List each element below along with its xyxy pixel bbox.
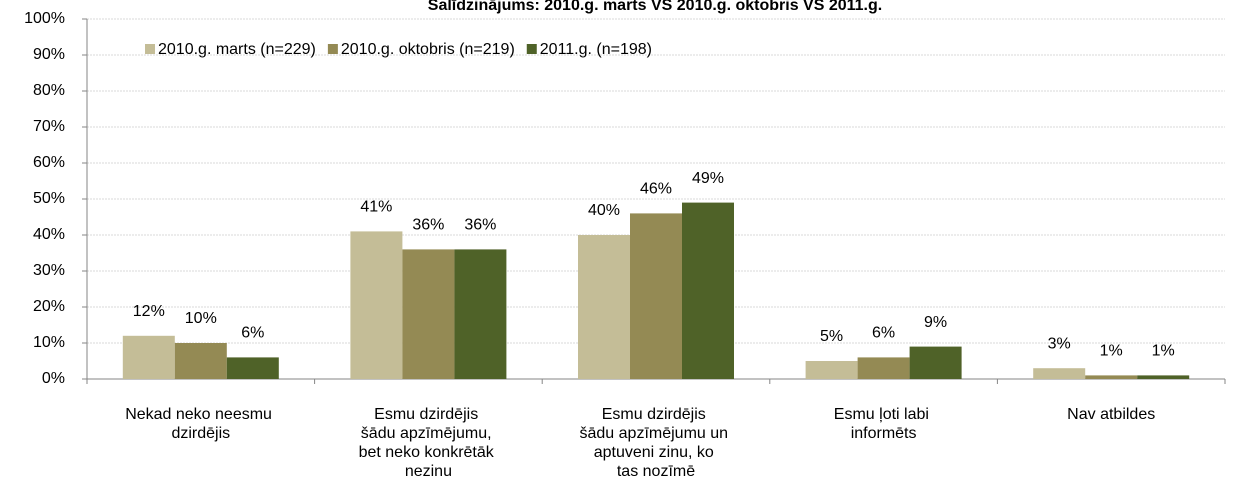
bar xyxy=(454,249,507,379)
bar xyxy=(805,361,858,379)
legend-label: 2010.g. oktobris (n=219) xyxy=(341,41,515,58)
bar xyxy=(578,235,630,379)
legend-swatch xyxy=(145,44,155,54)
data-label: 1% xyxy=(1100,343,1123,360)
data-label: 49% xyxy=(692,170,724,187)
bar xyxy=(682,202,734,379)
data-label: 36% xyxy=(412,217,444,234)
data-label: 41% xyxy=(360,199,392,216)
data-label: 36% xyxy=(464,217,496,234)
y-tick-label: 30% xyxy=(33,262,65,279)
bar xyxy=(1137,375,1190,379)
bar xyxy=(1085,375,1138,379)
x-tick-label: Nekad neko neesmu dzirdējis xyxy=(125,406,276,442)
y-tick-label: 60% xyxy=(33,154,65,171)
y-tick-label: 0% xyxy=(42,370,65,387)
data-label: 10% xyxy=(185,310,217,327)
bar xyxy=(1033,368,1086,379)
y-tick-label: 10% xyxy=(33,334,65,351)
data-label: 40% xyxy=(588,202,620,219)
data-label: 5% xyxy=(820,328,843,345)
bar xyxy=(909,346,962,379)
x-tick-label: Esmu dzirdējis šādu apzīmējumu un aptuve… xyxy=(580,406,733,480)
bar xyxy=(226,357,279,379)
x-tick-label: Esmu ļoti labi informēts xyxy=(834,406,934,442)
data-label: 12% xyxy=(133,303,165,320)
y-tick-label: 80% xyxy=(33,82,65,99)
data-label: 3% xyxy=(1048,335,1071,352)
x-tick-label: Esmu dzirdējis šādu apzīmējumu, bet neko… xyxy=(359,406,499,480)
legend-swatch xyxy=(327,44,338,54)
data-label: 9% xyxy=(924,314,947,331)
y-tick-label: 50% xyxy=(33,190,65,207)
bar xyxy=(402,249,455,379)
y-tick-label: 100% xyxy=(24,10,65,27)
bar xyxy=(630,213,682,379)
y-tick-label: 70% xyxy=(33,118,65,135)
legend-label: 2011.g. (n=198) xyxy=(540,41,652,58)
data-label: 6% xyxy=(872,325,895,342)
data-label: 46% xyxy=(640,181,672,198)
bar xyxy=(857,357,910,379)
y-tick-label: 90% xyxy=(33,46,65,63)
legend-label: 2010.g. marts (n=229) xyxy=(158,41,316,58)
bar xyxy=(350,231,403,379)
data-label: 1% xyxy=(1152,343,1175,360)
x-tick-label: Nav atbildes xyxy=(1067,406,1155,423)
y-tick-label: 20% xyxy=(33,298,65,315)
y-tick-label: 40% xyxy=(33,226,65,243)
bar xyxy=(174,343,227,379)
chart-title: Salīdzinājums: 2010.g. marts VS 2010.g. … xyxy=(428,0,882,14)
bar xyxy=(122,335,175,379)
data-label: 6% xyxy=(241,325,264,342)
legend-swatch xyxy=(526,44,537,54)
